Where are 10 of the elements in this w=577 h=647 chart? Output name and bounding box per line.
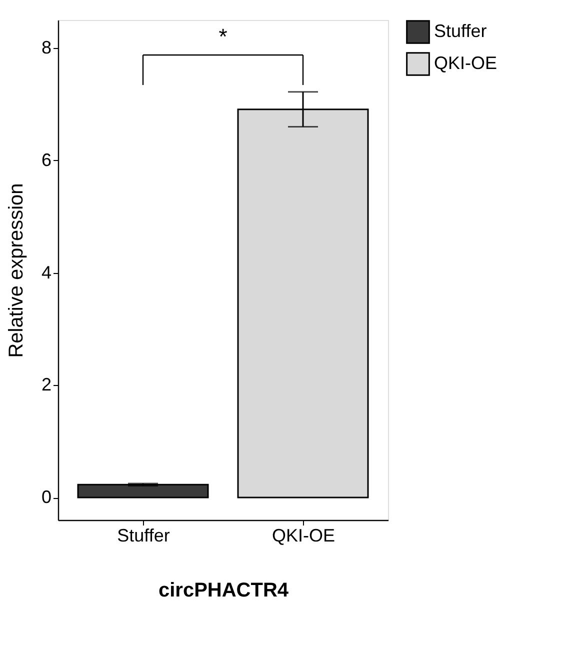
y-tick-label: 4 bbox=[41, 262, 52, 282]
y-tick-label: 8 bbox=[41, 38, 52, 58]
legend-label: QKI-OE bbox=[434, 53, 498, 73]
y-axis-title: Relative expression bbox=[5, 183, 28, 358]
y-tick-label: 2 bbox=[41, 374, 52, 395]
x-axis-title: circPHACTR4 bbox=[158, 580, 290, 602]
y-tick-label: 6 bbox=[41, 150, 52, 170]
y-tick-label: 0 bbox=[41, 487, 52, 508]
annotation: * bbox=[218, 24, 228, 49]
legend-label: Stuffer bbox=[434, 21, 487, 41]
